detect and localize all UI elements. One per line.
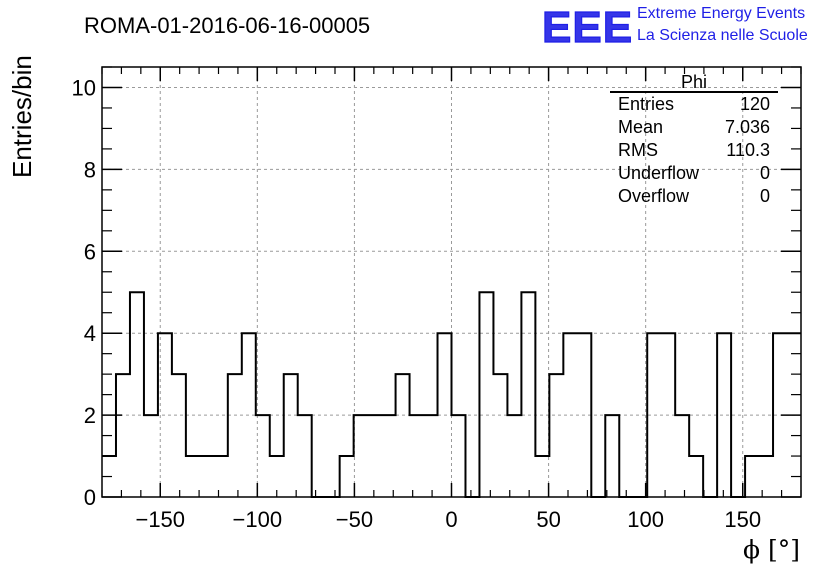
y-tick-label: 2 (84, 403, 96, 428)
stats-label-entries: Entries (618, 94, 674, 114)
x-tick-label: −150 (135, 507, 185, 532)
eee-logo-mark: EEE (542, 3, 633, 52)
tick-labels: −150 −100 −50 0 50 100 150 0 2 4 6 8 10 (72, 75, 762, 532)
stats-box: Phi Entries 120 Mean 7.036 RMS 110.3 Und… (610, 72, 778, 206)
histogram-outline (102, 291, 801, 498)
stats-value-entries: 120 (740, 94, 770, 114)
stats-value-mean: 7.036 (725, 117, 770, 137)
eee-logo-line1: Extreme Energy Events (637, 5, 805, 22)
plot-frame (101, 66, 802, 498)
y-tick-label: 0 (84, 485, 96, 510)
y-axis-label: Entries/bin (7, 55, 37, 178)
x-axis-label: ϕ [°] (743, 535, 800, 564)
y-tick-label: 8 (84, 157, 96, 182)
x-tick-label: −50 (336, 507, 373, 532)
stats-value-rms: 110.3 (726, 140, 770, 160)
stats-label-overflow: Overflow (618, 186, 690, 206)
chart-title: ROMA-01-2016-06-16-00005 (84, 13, 370, 38)
eee-logo-line2: La Scienza nelle Scuole (637, 27, 808, 44)
y-tick-label: 6 (84, 239, 96, 264)
x-tick-label: 150 (724, 507, 761, 532)
x-tick-label: 50 (536, 507, 560, 532)
x-tick-label: 0 (445, 507, 457, 532)
axis-ticks (101, 66, 802, 498)
stats-value-overflow: 0 (760, 186, 770, 206)
stats-label-mean: Mean (618, 117, 663, 137)
y-tick-label: 4 (84, 321, 96, 346)
eee-logo: EEE Extreme Energy Events La Scienza nel… (541, 2, 808, 52)
stats-label-rms: RMS (618, 140, 658, 160)
grid-lines (102, 67, 801, 497)
x-tick-label: −100 (233, 507, 283, 532)
stats-label-underflow: Underflow (618, 163, 700, 183)
stats-value-underflow: 0 (760, 163, 770, 183)
y-tick-label: 10 (72, 75, 96, 100)
stats-title: Phi (681, 72, 707, 92)
x-tick-label: 100 (627, 507, 664, 532)
